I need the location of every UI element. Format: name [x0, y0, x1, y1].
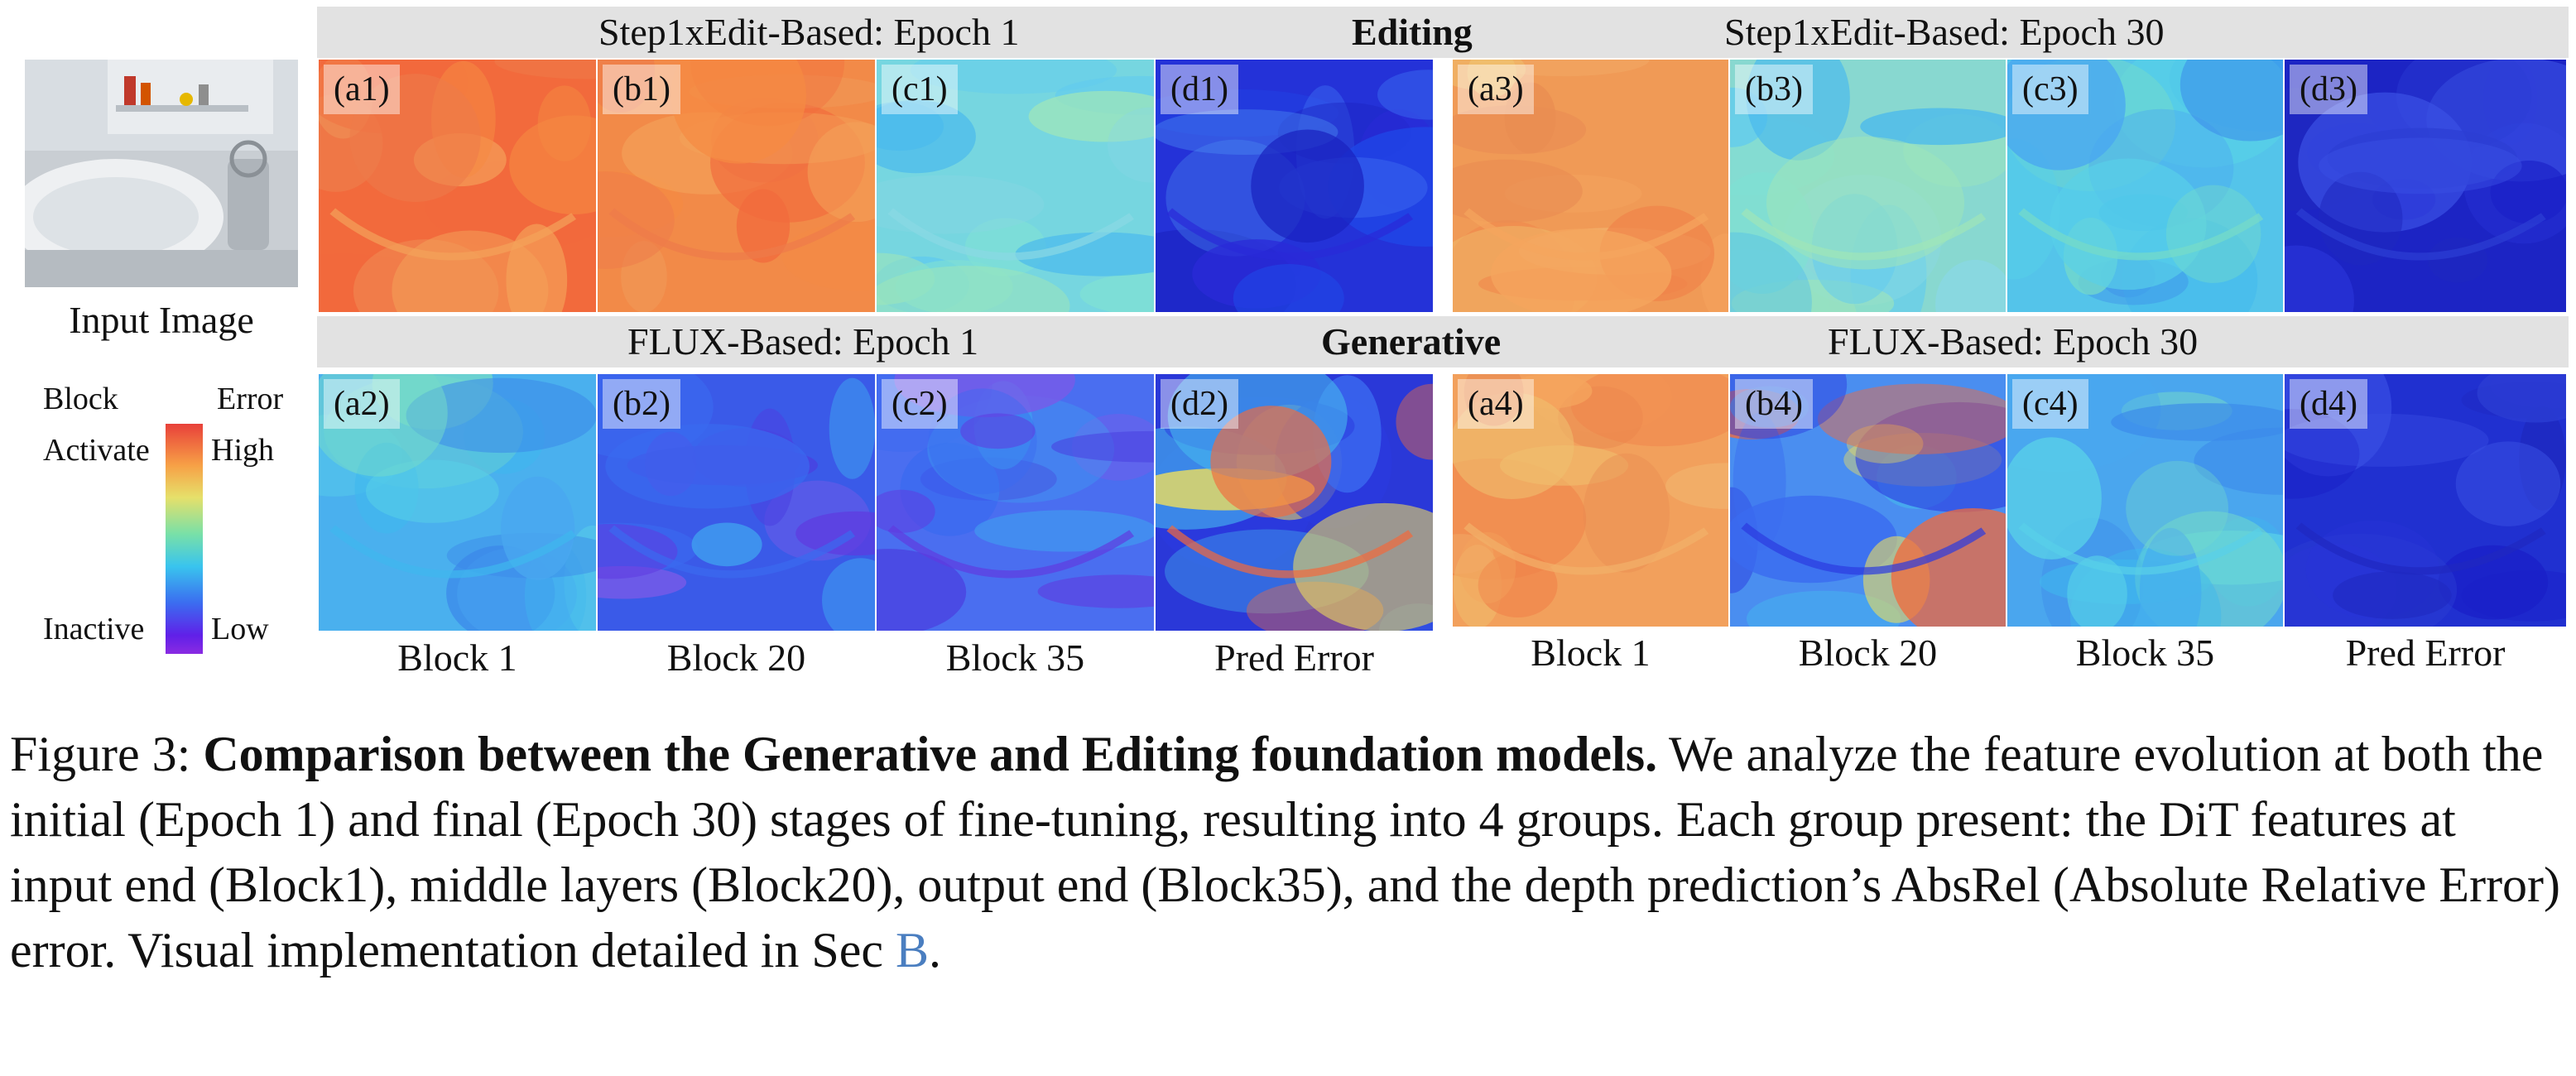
- colorbar: [166, 424, 203, 654]
- legend-error-label: Error: [217, 382, 284, 416]
- heatmap-a4: [1453, 374, 1728, 627]
- heatmap-b3: [1730, 60, 2006, 312]
- heatmap-panel-b2: (b2): [598, 374, 875, 631]
- panel-tag-d1: (d1): [1161, 65, 1238, 114]
- panel-tag-d2: (d2): [1161, 379, 1238, 429]
- heatmap-c3: [2007, 60, 2283, 312]
- generative-epoch1-title: FLUX-Based: Epoch 1: [627, 320, 979, 363]
- heatmap-b1: [598, 60, 875, 312]
- heatmap-panel-c4: (c4): [2007, 374, 2283, 627]
- heatmap-d1: [1156, 60, 1433, 312]
- panel-tag-a1: (a1): [324, 65, 400, 114]
- panel-tag-a4: (a4): [1458, 379, 1534, 429]
- panel-tag-c4: (c4): [2012, 379, 2088, 429]
- panel-tag-c3: (c3): [2012, 65, 2088, 114]
- heatmap-panel-d3: (d3): [2285, 60, 2566, 312]
- editing-title: Editing: [1352, 11, 1473, 53]
- heatmap-panel-b1: (b1): [598, 60, 875, 312]
- col-label-left-3: Block 35: [945, 636, 1085, 679]
- legend-high-label: High: [211, 433, 274, 468]
- heatmap-b2: [598, 374, 875, 631]
- heatmap-panel-d4: (d4): [2285, 374, 2566, 627]
- heatmap-panel-b3: (b3): [1730, 60, 2006, 312]
- legend-inactive-label: Inactive: [43, 612, 145, 646]
- heatmap-panel-a4: (a4): [1453, 374, 1728, 627]
- panel-tag-b4: (b4): [1735, 379, 1813, 429]
- panel-tag-b2: (b2): [603, 379, 680, 429]
- col-label-left-1: Block 1: [397, 636, 517, 679]
- col-label-right-4: Pred Error: [2345, 632, 2506, 674]
- generative-title: Generative: [1321, 320, 1502, 363]
- heatmap-c4: [2007, 374, 2283, 627]
- legend-low-label: Low: [211, 612, 269, 646]
- heatmap-b4: [1730, 374, 2006, 627]
- heatmap-d4: [2285, 374, 2566, 627]
- heatmap-a1: [319, 60, 596, 312]
- legend-block-label: Block: [43, 382, 118, 416]
- figure-caption: Figure 3: Comparison between the Generat…: [10, 722, 2568, 983]
- heatmap-panel-c1: (c1): [877, 60, 1154, 312]
- heatmap-panel-c2: (c2): [877, 374, 1154, 631]
- col-label-left-4: Pred Error: [1214, 636, 1374, 679]
- panel-tag-c1: (c1): [882, 65, 958, 114]
- heatmap-panel-a2: (a2): [319, 374, 596, 631]
- heatmap-a3: [1453, 60, 1728, 312]
- heatmap-c1: [877, 60, 1154, 312]
- input-image: [8, 60, 298, 287]
- heatmap-panel-a1: (a1): [319, 60, 596, 312]
- generative-epoch30-title: FLUX-Based: Epoch 30: [1828, 320, 2199, 363]
- generative-header-bar: FLUX-Based: Epoch 1 Generative FLUX-Base…: [317, 316, 2569, 367]
- panel-tag-d3: (d3): [2290, 65, 2367, 114]
- editing-epoch1-title: Step1xEdit-Based: Epoch 1: [598, 11, 1020, 53]
- editing-header-bar: Step1xEdit-Based: Epoch 1 Editing Step1x…: [317, 7, 2569, 58]
- panel-tag-c2: (c2): [882, 379, 958, 429]
- panel-tag-b1: (b1): [603, 65, 680, 114]
- heatmap-panel-b4: (b4): [1730, 374, 2006, 627]
- input-image-label: Input Image: [69, 299, 254, 341]
- heatmap-panel-c3: (c3): [2007, 60, 2283, 312]
- caption-end: .: [929, 923, 942, 978]
- caption-title: Comparison between the Generative and Ed…: [203, 727, 1658, 781]
- heatmap-a2: [319, 374, 596, 631]
- col-label-left-2: Block 20: [666, 636, 806, 679]
- editing-epoch30-title: Step1xEdit-Based: Epoch 30: [1724, 11, 2165, 53]
- panel-tag-d4: (d4): [2290, 379, 2367, 429]
- heatmap-panel-d1: (d1): [1156, 60, 1433, 312]
- col-label-right-1: Block 1: [1531, 632, 1651, 674]
- col-label-right-2: Block 20: [1798, 632, 1938, 674]
- panel-tag-a2: (a2): [324, 379, 400, 429]
- bathroom-photo: [8, 60, 298, 287]
- panel-tag-b3: (b3): [1735, 65, 1813, 114]
- heatmap-d3: [2285, 60, 2566, 312]
- legend-activate-label: Activate: [43, 433, 150, 468]
- heatmap-d2: [1156, 374, 1433, 631]
- heatmap-c2: [877, 374, 1154, 631]
- caption-section-link[interactable]: B: [896, 923, 930, 978]
- caption-body: We analyze the feature evolution at both…: [10, 727, 2561, 978]
- caption-prefix: Figure 3:: [10, 727, 204, 781]
- col-label-right-3: Block 35: [2075, 632, 2215, 674]
- heatmap-panel-d2: (d2): [1156, 374, 1433, 631]
- heatmap-panel-a3: (a3): [1453, 60, 1728, 312]
- panel-tag-a3: (a3): [1458, 65, 1534, 114]
